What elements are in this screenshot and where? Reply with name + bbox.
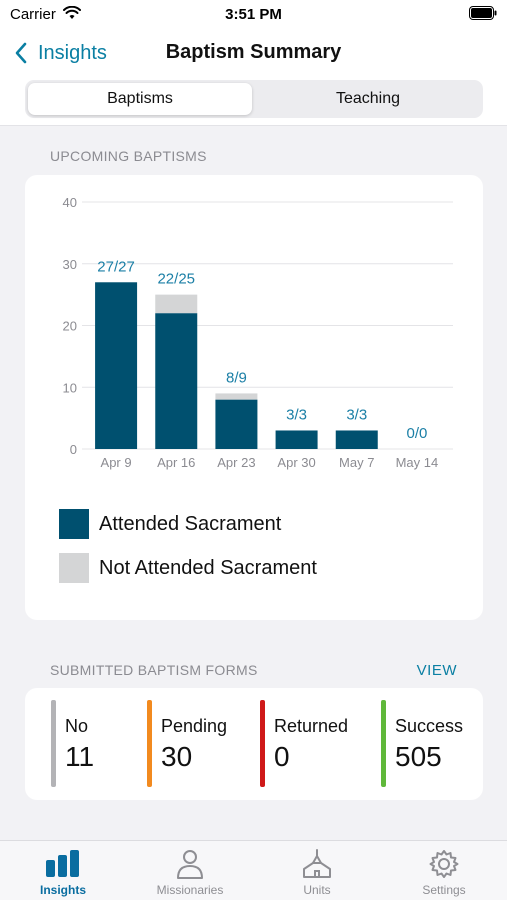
navigation-bar: Insights Baptism Summary	[0, 30, 507, 78]
bar-not-attended	[215, 393, 258, 400]
page-title: Baptism Summary	[165, 41, 342, 63]
tab-insights[interactable]: Insights	[0, 841, 126, 900]
form-stat-value: 505	[395, 741, 442, 772]
form-stat-pending[interactable]: Pending 30	[147, 700, 227, 787]
status-time: 3:51 PM	[225, 6, 282, 23]
bar-data-label: 27/27	[97, 258, 135, 275]
bar-data-label: 8/9	[226, 369, 247, 386]
y-tick-label: 0	[70, 442, 77, 457]
legend-label-attended: Attended Sacrament	[99, 512, 282, 535]
form-stat-value: 11	[65, 741, 95, 772]
back-button[interactable]: Insights	[14, 40, 107, 66]
segmented-control: Baptisms Teaching	[25, 80, 483, 118]
bar-attended	[335, 430, 378, 449]
x-tick-label: May 7	[339, 455, 374, 470]
bar-attended	[95, 282, 138, 449]
legend-swatch-not-attended	[59, 553, 89, 583]
battery-icon	[469, 6, 497, 20]
back-label: Insights	[38, 41, 107, 64]
form-stat-returned[interactable]: Returned 0	[260, 700, 348, 787]
segment-bar: Baptisms Teaching	[0, 78, 507, 126]
form-stat-success[interactable]: Success 505	[381, 700, 463, 787]
view-forms-link[interactable]: VIEW	[416, 662, 457, 679]
legend-item-not-attended: Not Attended Sacrament	[59, 552, 317, 584]
form-stat-label: No	[65, 716, 89, 736]
gear-icon	[429, 850, 459, 878]
tab-settings[interactable]: Settings	[381, 841, 507, 900]
x-tick-label: Apr 9	[101, 455, 132, 470]
bar-attended	[155, 313, 198, 449]
forms-section-title: SUBMITTED BAPTISM FORMS	[50, 662, 258, 678]
wifi-icon	[63, 6, 81, 19]
upcoming-section-title: UPCOMING BAPTISMS	[50, 148, 207, 164]
bar-data-label: 3/3	[346, 406, 367, 423]
chart-legend: Attended Sacrament Not Attended Sacramen…	[59, 508, 317, 596]
form-stat-bar-no	[51, 700, 56, 787]
bar-data-label: 22/25	[157, 271, 195, 288]
form-stat-value: 30	[161, 741, 193, 772]
form-stat-value: 0	[274, 741, 290, 772]
tab-bar: Insights Missionaries Units Settings	[0, 840, 507, 900]
y-tick-label: 30	[63, 257, 77, 272]
status-bar: Carrier 3:51 PM	[0, 0, 507, 30]
form-stat-bar-returned	[260, 700, 265, 787]
church-icon	[303, 849, 331, 878]
y-tick-label: 20	[63, 319, 77, 334]
segment-teaching[interactable]: Teaching	[335, 90, 401, 107]
forms-card: No 11 Pending 30 Returned 0 Success 505	[25, 688, 483, 800]
form-stat-bar-success	[381, 700, 386, 787]
bar-data-label: 0/0	[406, 425, 427, 442]
y-tick-label: 40	[63, 195, 77, 210]
baptisms-bar-chart: 0 10 20 30 40 27/27 Apr 9 22/25 Apr 16 8/9 Apr 23 3…	[63, 195, 453, 470]
segment-baptisms[interactable]: Baptisms	[28, 83, 252, 115]
chart-card: 0 10 20 30 40 27/27 Apr 9 22/25 Apr 16 8/9 Apr 23 3…	[25, 175, 483, 620]
form-stat-label: Success	[395, 716, 464, 736]
tab-label: Missionaries	[156, 883, 224, 897]
chevron-left-icon	[15, 42, 27, 64]
bar-chart-icon	[46, 850, 79, 877]
x-tick-label: Apr 16	[157, 455, 195, 470]
x-tick-label: May 14	[396, 455, 439, 470]
bar-not-attended	[155, 294, 198, 314]
legend-label-not-attended: Not Attended Sacrament	[99, 556, 317, 579]
tab-label: Insights	[39, 883, 86, 897]
bar-attended	[215, 399, 258, 449]
x-tick-label: Apr 30	[277, 455, 315, 470]
bar-attended	[275, 430, 318, 449]
carrier-label: Carrier	[10, 6, 56, 23]
bar-data-label: 3/3	[286, 406, 307, 423]
legend-item-attended: Attended Sacrament	[59, 508, 317, 540]
y-tick-label: 10	[63, 380, 77, 395]
tab-missionaries[interactable]: Missionaries	[127, 841, 253, 900]
form-stat-label: Returned	[274, 716, 349, 736]
tab-label: Units	[303, 883, 331, 897]
legend-swatch-attended	[59, 509, 89, 539]
x-tick-label: Apr 23	[217, 455, 255, 470]
tab-label: Settings	[422, 883, 466, 897]
form-stat-bar-pending	[147, 700, 152, 787]
tab-units[interactable]: Units	[254, 841, 380, 900]
form-stat-label: Pending	[161, 716, 228, 736]
form-stat-no[interactable]: No 11	[51, 700, 94, 787]
person-icon	[177, 850, 203, 879]
